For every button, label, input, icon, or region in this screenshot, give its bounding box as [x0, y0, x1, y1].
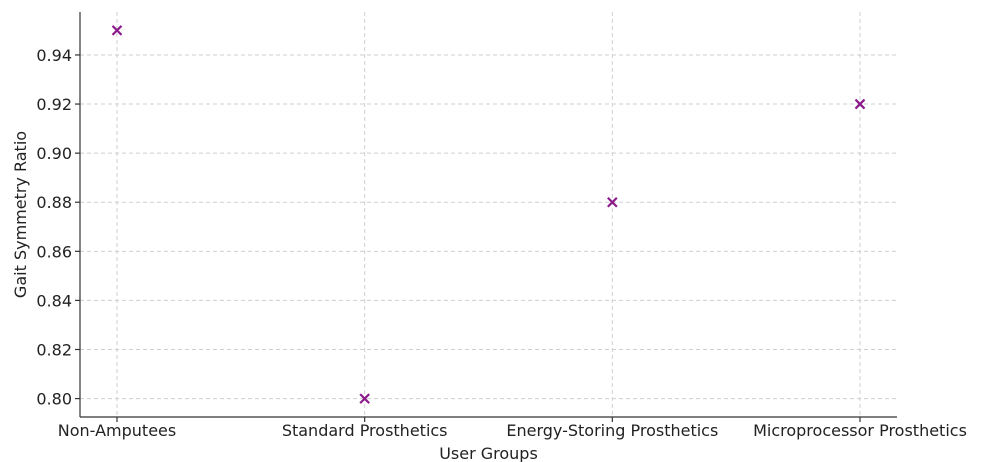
data-point-stroke — [607, 196, 618, 208]
data-point — [854, 98, 866, 110]
y-tick-label: 0.88 — [36, 193, 72, 212]
x-tick-label: Non-Amputees — [58, 421, 176, 440]
x-tick-label: Energy-Storing Prosthetics — [506, 421, 718, 440]
y-tick-label: 0.94 — [36, 46, 72, 65]
y-tick-label: 0.90 — [36, 144, 72, 163]
x-tick-label: Microprocessor Prosthetics — [753, 421, 967, 440]
y-tick-label: 0.84 — [36, 291, 72, 310]
data-point-stroke — [359, 393, 370, 404]
data-point-stroke — [854, 98, 866, 110]
y-tick-label: 0.92 — [36, 95, 72, 114]
data-point — [111, 25, 123, 36]
y-tick-label: 0.86 — [36, 242, 72, 261]
ticks-layer: 0.80 0.82 0.84 0.86 0.88 0.90 0.92 0.94 Non-Ampu… — [36, 46, 967, 440]
axes-layer — [79, 12, 897, 418]
data-points — [111, 25, 866, 404]
y-axis-label: Gait Symmetry Ratio — [11, 131, 30, 298]
grid-layer — [80, 12, 897, 417]
y-tick-label: 0.80 — [36, 390, 72, 409]
y-tick-label: 0.82 — [36, 341, 72, 360]
x-tick-label: Standard Prosthetics — [282, 421, 448, 440]
data-point-stroke — [111, 25, 123, 36]
x-axis-label: User Groups — [439, 444, 538, 462]
data-point — [359, 393, 370, 404]
data-point — [607, 196, 618, 208]
